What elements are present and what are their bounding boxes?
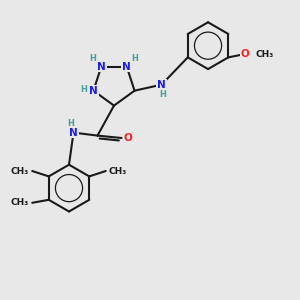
Text: CH₃: CH₃ [11, 167, 29, 176]
Text: N: N [69, 128, 78, 138]
Text: CH₃: CH₃ [109, 167, 127, 176]
Text: H: H [160, 90, 167, 99]
Text: H: H [89, 54, 96, 63]
Text: N: N [157, 80, 166, 90]
Text: H: H [80, 85, 87, 94]
Text: CH₃: CH₃ [256, 50, 274, 59]
Text: H: H [68, 118, 74, 127]
Text: O: O [240, 50, 249, 59]
Text: N: N [89, 86, 98, 96]
Text: N: N [122, 61, 131, 71]
Text: H: H [132, 54, 139, 63]
Text: O: O [124, 133, 133, 143]
Text: CH₃: CH₃ [11, 198, 29, 207]
Text: N: N [97, 61, 106, 71]
